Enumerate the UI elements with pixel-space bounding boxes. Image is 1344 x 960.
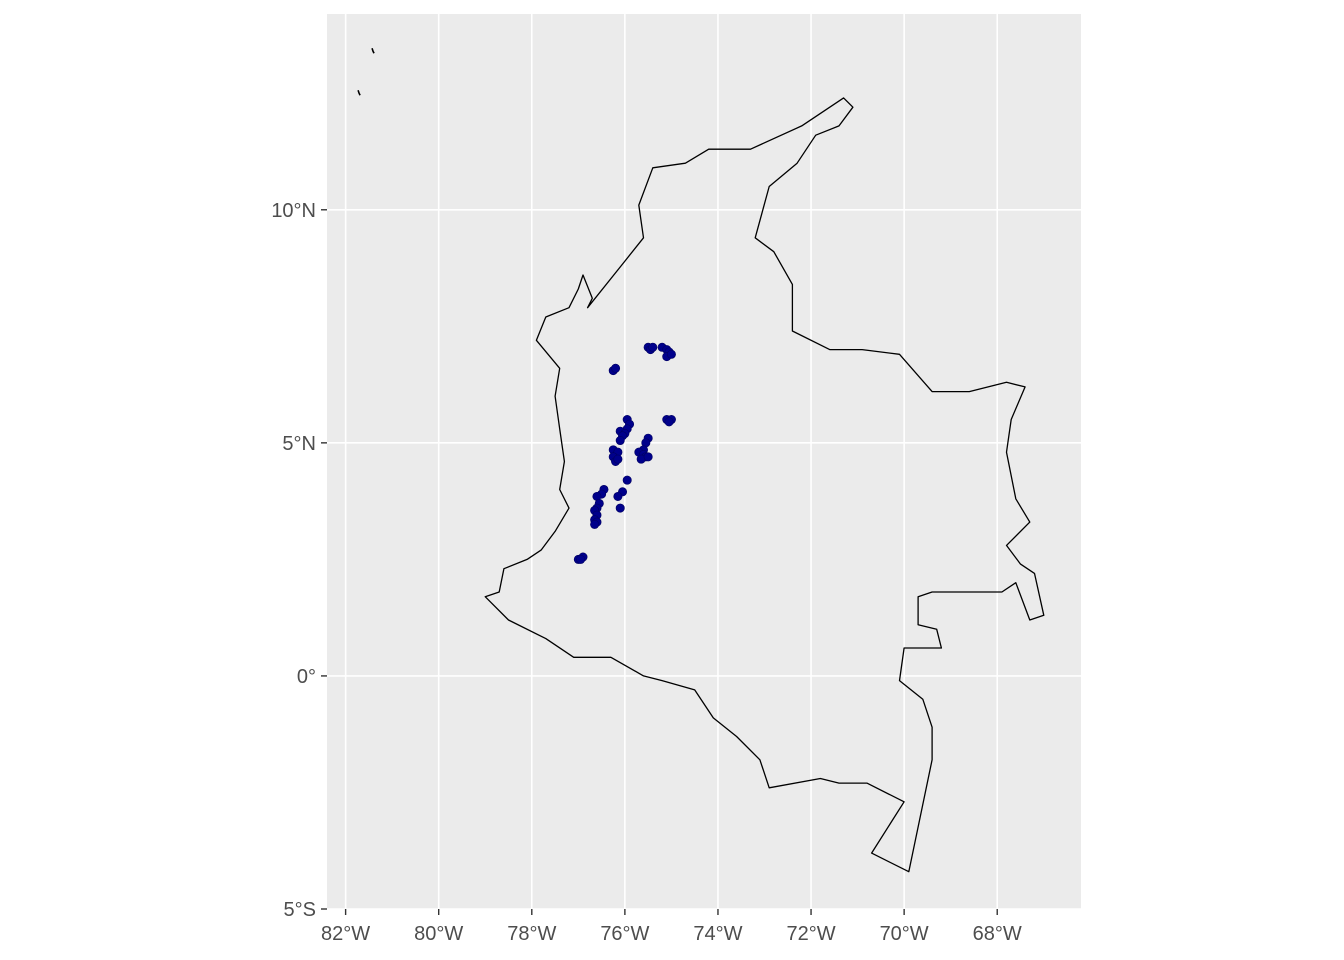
y-tick-label-0: 10°N [271, 200, 316, 222]
axis-layer: 82°W 80°W 78°W 76°W 74°W 72°W 70°W 68°W 10°N 5°N 0… [271, 200, 1022, 945]
y-tick-label-2: 0° [297, 666, 316, 688]
point-layer [573, 342, 676, 564]
occurrence-point [613, 454, 623, 464]
x-tick-label-5: 72°W [786, 923, 835, 945]
island-outline-1 [371, 48, 375, 54]
occurrence-point [615, 503, 625, 513]
country-outline [484, 97, 1045, 873]
country-outline-group [357, 48, 1045, 873]
occurrence-point [615, 436, 625, 446]
x-tick-label-0: 82°W [321, 923, 370, 945]
x-tick-label-7: 68°W [973, 923, 1022, 945]
x-tick-label-2: 78°W [507, 923, 556, 945]
occurrence-point [613, 491, 623, 501]
island-outline-0 [357, 89, 361, 96]
occurrence-point [648, 342, 658, 352]
occurrence-point [611, 363, 621, 373]
x-tick-label-1: 80°W [414, 923, 463, 945]
occurrence-point [643, 452, 653, 462]
occurrence-point [664, 417, 674, 427]
x-tick-label-6: 70°W [880, 923, 929, 945]
occurrence-point [666, 349, 676, 359]
occurrence-point [622, 475, 632, 485]
y-tick-label-1: 5°N [282, 433, 316, 455]
occurrence-point [590, 519, 600, 529]
y-tick-label-3: 5°S [284, 899, 316, 921]
x-tick-label-4: 74°W [693, 923, 742, 945]
x-tick-label-3: 76°W [600, 923, 649, 945]
gridlines [327, 14, 1081, 910]
occurrence-point [576, 554, 586, 564]
plot-panel [327, 14, 1081, 909]
